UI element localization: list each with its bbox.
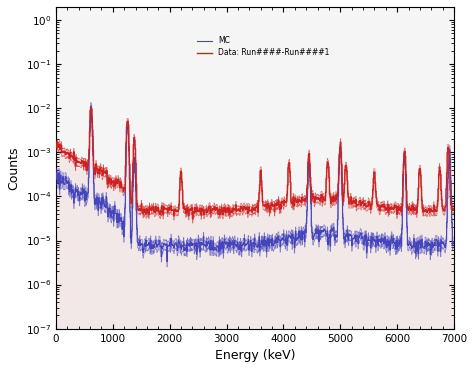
Data: Run####-Run####1: (2.22e+03, 0.000139): Run####-Run####1: (2.22e+03, 0.000139) xyxy=(179,188,185,192)
MC xyxy=(88,104,93,109)
Data: Run####-Run####1: (6.32e+03, 4.82e-05): Run####-Run####1: (6.32e+03, 4.82e-05) xyxy=(412,208,418,213)
Data: Run####-Run####1: (0, 0.00152): Run####-Run####1: (0, 0.00152) xyxy=(53,142,59,146)
Data: Run####-Run####1: (5.46e+03, 5.87e-05): Run####-Run####1: (5.46e+03, 5.87e-05) xyxy=(364,204,369,209)
Data: Run####-Run####1: (610, 0.00982): Run####-Run####1: (610, 0.00982) xyxy=(88,107,93,111)
Data: Run####-Run####1: (2.4e+03, 3.1e-05): Run####-Run####1: (2.4e+03, 3.1e-05) xyxy=(190,217,195,221)
MC xyxy=(164,259,170,264)
MC xyxy=(412,251,418,256)
Data: Run####-Run####1: (1.98e+03, 5.61e-05): Run####-Run####1: (1.98e+03, 5.61e-05) xyxy=(166,205,172,210)
Line: MC: MC xyxy=(56,107,454,262)
Data: Run####-Run####1: (6.99e+03, 5.05e-05): Run####-Run####1: (6.99e+03, 5.05e-05) xyxy=(451,207,456,212)
Legend: MC, Data: Run####-Run####1: MC, Data: Run####-Run####1 xyxy=(193,33,332,61)
MC xyxy=(166,243,172,248)
MC xyxy=(151,245,156,250)
X-axis label: Energy (keV): Energy (keV) xyxy=(215,349,295,362)
MC xyxy=(315,227,321,231)
MC xyxy=(180,244,186,248)
Line: Data: Run####-Run####1: Data: Run####-Run####1 xyxy=(56,109,454,219)
Data: Run####-Run####1: (4.61e+03, 8.64e-05): Run####-Run####1: (4.61e+03, 8.64e-05) xyxy=(315,197,321,201)
MC xyxy=(53,177,59,181)
Y-axis label: Counts: Counts xyxy=(7,146,20,190)
MC xyxy=(364,251,369,255)
Data: Run####-Run####1: (1.72e+03, 4.8e-05): Run####-Run####1: (1.72e+03, 4.8e-05) xyxy=(151,208,156,213)
MC xyxy=(451,239,456,244)
